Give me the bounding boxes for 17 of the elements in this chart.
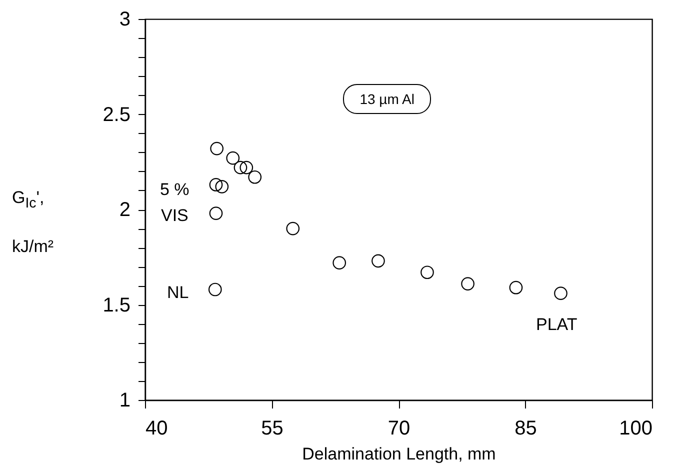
x-tick-label: 85 — [514, 418, 537, 440]
annotation: NL — [167, 283, 189, 303]
annotation: 13 µm Al — [342, 84, 432, 114]
x-tick-label: 40 — [146, 418, 168, 440]
annotation: VIS — [161, 206, 188, 226]
y-tick-label: 2.5 — [102, 104, 130, 126]
y-tick-label: 2 — [119, 199, 130, 221]
x-tick-label: 100 — [619, 418, 652, 440]
x-tick-label: 70 — [388, 418, 410, 440]
y-tick-label: 1 — [119, 390, 130, 412]
x-tick-label: 55 — [261, 418, 284, 440]
text: G$_{Ic}$', kJ/m² — [12, 188, 54, 256]
annotation: PLAT — [536, 315, 578, 335]
annotation: 5 % — [160, 180, 190, 200]
y-tick-label: 1.5 — [102, 294, 130, 316]
y-tick-label: 3 — [119, 8, 130, 30]
x-axis-title: Delamination Length, mm — [302, 444, 496, 464]
